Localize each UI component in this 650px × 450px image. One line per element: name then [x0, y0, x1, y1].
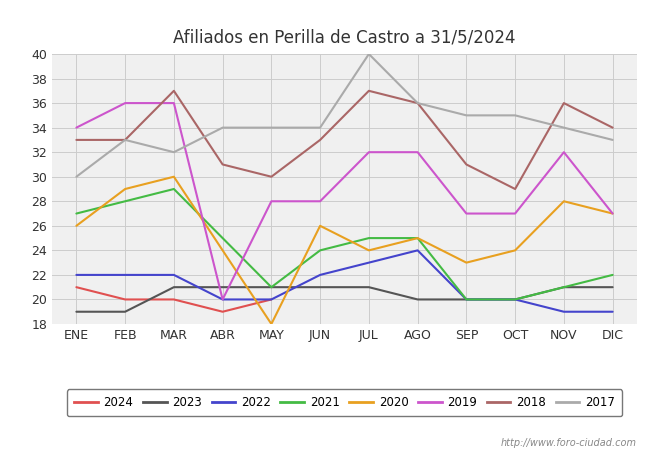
Text: http://www.foro-ciudad.com: http://www.foro-ciudad.com — [501, 438, 637, 448]
Title: Afiliados en Perilla de Castro a 31/5/2024: Afiliados en Perilla de Castro a 31/5/20… — [174, 29, 515, 47]
Legend: 2024, 2023, 2022, 2021, 2020, 2019, 2018, 2017: 2024, 2023, 2022, 2021, 2020, 2019, 2018… — [67, 389, 622, 416]
